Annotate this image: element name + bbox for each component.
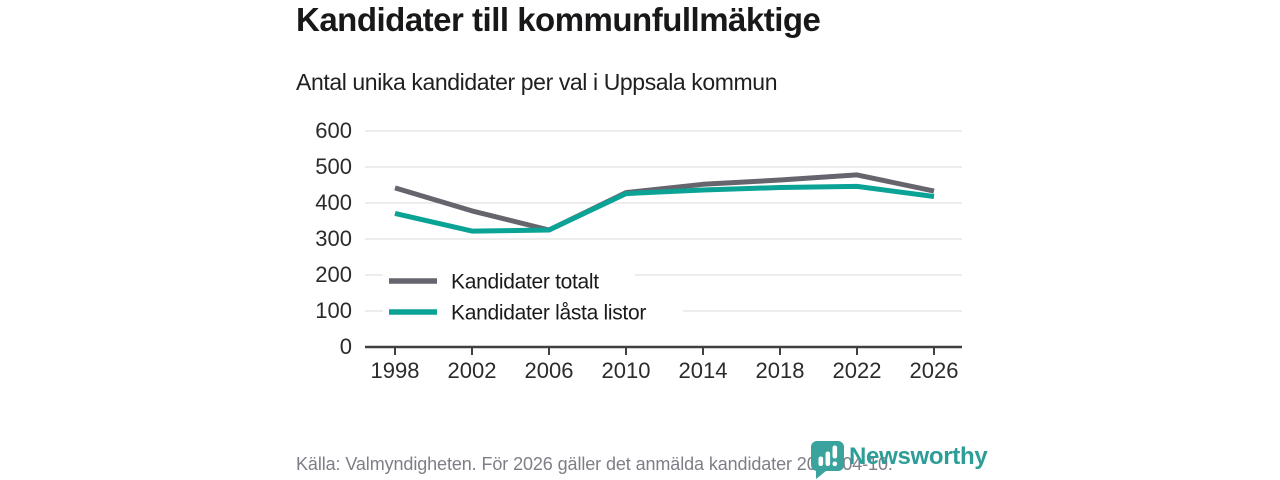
newsworthy-logo[interactable]: Newsworthy: [810, 440, 988, 480]
x-tick-label: 2022: [833, 358, 882, 383]
y-tick-label: 0: [340, 334, 352, 359]
x-tick-label: 2014: [679, 358, 728, 383]
y-tick-label: 600: [315, 118, 352, 143]
y-tick-label: 100: [315, 298, 352, 323]
newsworthy-logo-text: Newsworthy: [849, 443, 988, 470]
x-tick-label: 2002: [448, 358, 497, 383]
x-tick-label: 2026: [910, 358, 959, 383]
x-tick-label: 2018: [756, 358, 805, 383]
x-tick-label: 2010: [602, 358, 651, 383]
newsworthy-speech-bubble-barchart-icon: [810, 441, 844, 479]
y-tick-label: 300: [315, 226, 352, 251]
series-line-kandidater-l-sta-listor: [394, 183, 935, 234]
x-tick-label: 1998: [371, 358, 420, 383]
y-tick-label: 400: [315, 190, 352, 215]
page-title: Kandidater till kommunfullmäktige: [296, 1, 821, 38]
y-tick-label: 200: [315, 262, 352, 287]
legend-label: Kandidater låsta listor: [451, 302, 646, 325]
source-note: Källa: Valmyndigheten. För 2026 gäller d…: [296, 454, 893, 474]
series-line-kandidater-totalt: [394, 172, 935, 233]
x-tick-label: 2006: [525, 358, 574, 383]
legend-label: Kandidater totalt: [451, 271, 599, 294]
chart-subtitle: Antal unika kandidater per val i Uppsala…: [296, 69, 778, 95]
y-tick-label: 500: [315, 154, 352, 179]
